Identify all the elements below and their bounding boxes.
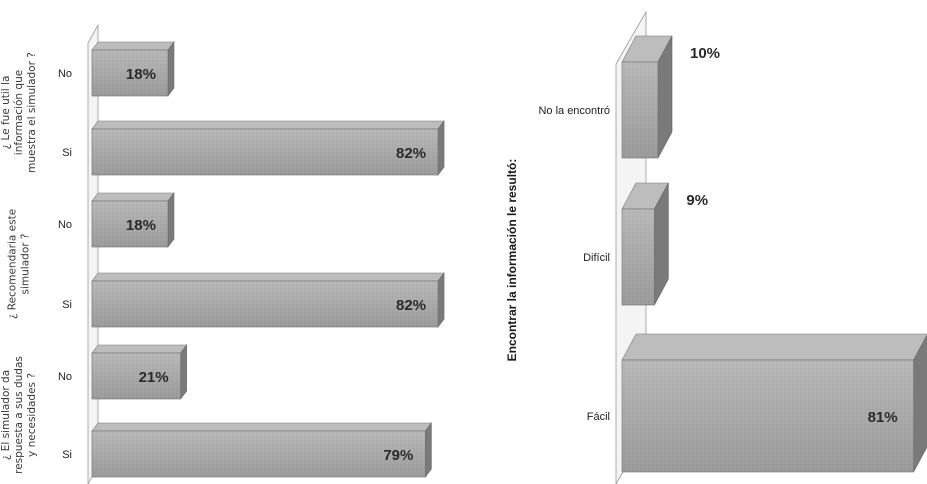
data-label: 82%	[396, 297, 426, 314]
data-label: 18%	[126, 66, 156, 83]
category-label: Si	[62, 147, 72, 159]
bar-2-0	[91, 344, 188, 400]
group-label: ¿ El simulador darespuesta a sus dudasy …	[0, 356, 38, 474]
bar-right-1	[621, 182, 669, 306]
group-label: ¿ Le fue util lainformación quemuestra e…	[0, 52, 38, 173]
bar-right-2	[621, 333, 927, 473]
data-label: 79%	[383, 447, 413, 464]
data-label: 81%	[868, 409, 898, 426]
group-label: ¿ Recomendaria estesimulador ?	[7, 209, 32, 319]
category-label: No	[58, 68, 72, 80]
category-label: Fácil	[587, 411, 610, 423]
bar-0-0	[91, 41, 175, 97]
data-label: 9%	[686, 192, 708, 209]
y-axis-title: Encontrar la información le resultó:	[505, 159, 519, 362]
bar-1-0	[91, 192, 175, 248]
category-label: No	[58, 371, 72, 383]
bar-0-1	[91, 120, 445, 176]
bar-right-0	[621, 35, 673, 159]
right-chart: Encontrar la información le resultó: No l…	[505, 10, 927, 484]
category-label: No	[58, 219, 72, 231]
category-label: Si	[62, 299, 72, 311]
data-label: 18%	[126, 217, 156, 234]
category-label: Si	[62, 449, 72, 461]
data-label: 10%	[690, 45, 720, 62]
left-chart: ¿ Le fue util lainformación quemuestra e…	[0, 23, 445, 484]
bar-1-1	[91, 272, 445, 328]
bar-2-1	[91, 422, 432, 478]
data-label: 82%	[396, 145, 426, 162]
data-label: 21%	[139, 369, 169, 386]
category-label: No la encontró	[538, 105, 610, 117]
category-label: Difícil	[583, 252, 610, 264]
